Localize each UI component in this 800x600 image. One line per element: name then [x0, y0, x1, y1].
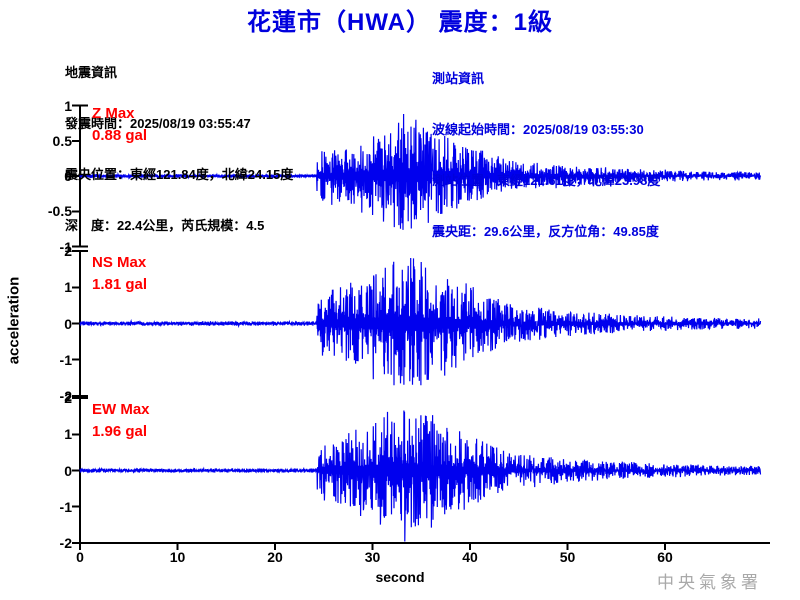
y-tick-label: 2 — [64, 243, 72, 260]
ns-max-annotation: NS Max 1.81 gal — [92, 252, 147, 296]
epicenter-location: 震央位置：東經121.84度，北緯24.15度 — [65, 167, 294, 182]
y-tick-label: 1 — [64, 97, 72, 114]
station-info-heading: 測站資訊 — [432, 71, 485, 86]
y-tick-label: -1 — [59, 238, 72, 255]
y-tick-label: 0 — [64, 315, 72, 332]
y-tick-label: -2 — [59, 534, 72, 551]
x-tick-label: 40 — [462, 549, 478, 565]
ns-max-label: NS Max — [92, 254, 147, 271]
waveform-ns — [79, 257, 762, 386]
y-tick-label: -0.5 — [47, 203, 72, 220]
y-tick-label: 0.5 — [52, 132, 72, 149]
z-max-label: Z Max — [92, 105, 135, 122]
z-max-value: 0.88 gal — [92, 127, 148, 144]
y-tick-label: 0 — [64, 168, 72, 184]
x-tick-label: 0 — [76, 549, 84, 565]
y-axis-title: acceleration — [5, 276, 23, 365]
x-tick-label: 20 — [267, 549, 283, 565]
y-tick-label: -1 — [59, 351, 72, 368]
x-tick-label: 60 — [657, 549, 673, 565]
y-tick-label: -2 — [59, 387, 72, 404]
x-tick-label: 30 — [364, 549, 381, 565]
depth-magnitude: 深 度：22.4公里，芮氏規模：4.5 — [65, 218, 265, 233]
wave-start-time: 波線起始時間：2025/08/19 03:55:30 — [432, 122, 644, 137]
earthquake-info-block: 地震資訊 發震時間：2025/08/19 03:55:47 震央位置：東經121… — [65, 30, 293, 268]
earthquake-info-heading: 地震資訊 — [65, 65, 118, 80]
ew-max-value: 1.96 gal — [92, 423, 148, 440]
y-tick-label: 0 — [64, 462, 72, 479]
y-tick-label: 1 — [64, 279, 72, 296]
y-tick-label: -1 — [59, 498, 72, 515]
x-tick-label: 10 — [169, 549, 186, 565]
z-max-annotation: Z Max 0.88 gal — [92, 103, 147, 147]
y-tick-label: 2 — [64, 390, 72, 407]
waveform-z — [79, 113, 762, 230]
ew-max-annotation: EW Max 1.96 gal — [92, 399, 150, 443]
x-axis-title: second — [375, 569, 425, 585]
page-title: 花蓮市（HWA） 震度：1級 — [246, 9, 553, 36]
station-info-block: 測站資訊 波線起始時間：2025/08/19 03:55:30 測站位置：東經1… — [432, 36, 660, 274]
waveform-ew — [79, 410, 762, 542]
origin-time: 發震時間：2025/08/19 03:55:47 — [65, 116, 251, 131]
station-location: 測站位置：東經121.61度，北緯23.98度 — [432, 173, 661, 188]
ns-max-value: 1.81 gal — [92, 276, 148, 293]
ew-max-label: EW Max — [92, 401, 150, 418]
agency-watermark: 中央氣象署 — [657, 573, 762, 592]
epicentral-distance: 震央距：29.6公里，反方位角：49.85度 — [432, 224, 659, 239]
x-tick-label: 50 — [559, 549, 576, 565]
y-tick-label: 1 — [64, 426, 72, 443]
